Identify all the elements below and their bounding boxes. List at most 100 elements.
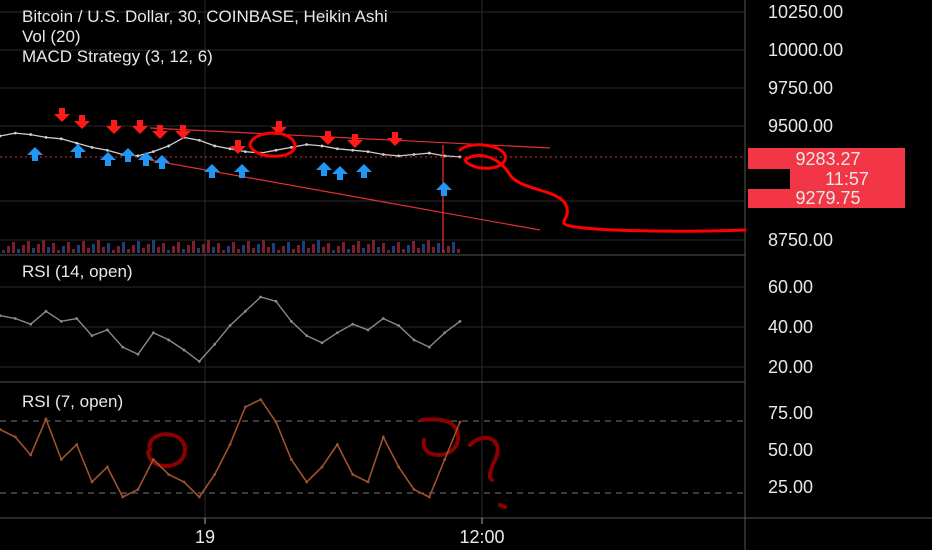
countdown-badge-text: 11:57 <box>825 169 869 189</box>
price-point <box>243 150 247 154</box>
price-point <box>381 153 385 156</box>
buy-arrow-icon <box>27 147 43 161</box>
rsi14-axis[interactable]: 60.00 40.00 20.00 <box>768 277 813 377</box>
buy-arrow-icon <box>316 162 332 176</box>
volume-bar <box>177 242 180 253</box>
volume-bar <box>457 249 460 253</box>
rsi14-point <box>136 352 140 356</box>
rsi7-point <box>381 435 385 439</box>
rsi7-point <box>29 453 33 457</box>
sell-arrow-icon <box>271 121 287 135</box>
rsi14-point <box>259 295 263 299</box>
price-point <box>29 133 33 136</box>
price-point <box>13 131 17 135</box>
volume-bar <box>47 247 50 253</box>
rsi14-point <box>443 331 447 335</box>
volume-bar <box>27 241 30 253</box>
chart-title: Bitcoin / U.S. Dollar, 30, COINBASE, Hei… <box>22 7 388 26</box>
rsi7-series-line <box>0 398 461 499</box>
price-point <box>289 145 293 149</box>
volume-bar <box>247 241 250 253</box>
volume-bar <box>217 243 220 253</box>
price-point <box>90 145 94 149</box>
price-tick: 9500.00 <box>768 116 833 136</box>
rsi14-point <box>105 328 109 332</box>
volume-bar <box>32 248 35 253</box>
rsi7-point <box>136 488 140 491</box>
price-axis[interactable]: 10250.00 10000.00 9750.00 9500.00 8750.0… <box>748 2 905 250</box>
sell-arrow-icon <box>132 120 148 134</box>
drawn-projection-path <box>458 143 747 233</box>
price-tick: 10000.00 <box>768 40 843 60</box>
price-point <box>75 141 79 145</box>
price-point <box>427 151 431 155</box>
time-axis[interactable]: 19 12:00 <box>195 518 505 547</box>
rsi7-point <box>44 417 48 421</box>
volume-bar <box>17 249 20 253</box>
rsi7-point <box>59 458 63 461</box>
rsi14-point <box>274 299 278 303</box>
rsi7-point <box>13 435 17 439</box>
volume-bar <box>67 242 70 253</box>
buy-arrow-icon <box>356 164 372 178</box>
volume-bar <box>417 248 420 253</box>
volume-bar <box>337 246 340 253</box>
price-point <box>305 143 309 146</box>
volume-bar <box>167 250 170 253</box>
strategy-signals <box>27 108 452 196</box>
drawn-circle-1 <box>248 131 297 158</box>
volume-bar <box>172 246 175 253</box>
volume-bar <box>242 245 245 253</box>
price-tick: 10250.00 <box>768 2 843 22</box>
rsi7-point <box>243 405 247 409</box>
volume-bars <box>2 240 460 253</box>
rsi14-point <box>366 328 370 332</box>
rsi7-point <box>75 443 79 446</box>
indicator-volume-label[interactable]: Vol (20) <box>22 27 81 46</box>
rsi14-point <box>320 341 324 345</box>
volume-bar <box>327 243 330 253</box>
rsi7-point <box>412 488 416 491</box>
volume-bar <box>42 240 45 253</box>
rsi7-axis[interactable]: 75.00 50.00 25.00 <box>768 403 813 497</box>
volume-bar <box>407 245 410 253</box>
volume-bar <box>187 245 190 253</box>
price-point <box>412 153 416 156</box>
price-series <box>0 131 462 159</box>
volume-bar <box>347 249 350 253</box>
rsi14-tick: 20.00 <box>768 357 813 377</box>
hand-drawings[interactable] <box>248 131 747 233</box>
volume-bar <box>147 244 150 253</box>
volume-bar <box>92 244 95 253</box>
buy-arrow-icon <box>138 152 154 166</box>
rsi7-title[interactable]: RSI (7, open) <box>22 392 123 411</box>
volume-bar <box>317 240 320 253</box>
indicator-macd-label[interactable]: MACD Strategy (3, 12, 6) <box>22 47 213 66</box>
rsi14-point <box>335 331 339 335</box>
rsi7-point <box>320 465 324 469</box>
volume-bar <box>227 246 230 253</box>
volume-bar <box>382 243 385 253</box>
rsi14-title[interactable]: RSI (14, open) <box>22 262 133 281</box>
rsi7-point <box>397 465 401 469</box>
volume-bar <box>322 247 325 253</box>
rsi7-point <box>121 495 125 499</box>
buy-arrow-icon <box>154 155 170 169</box>
price-badge <box>748 148 905 169</box>
grid <box>0 0 745 518</box>
rsi7-tick: 25.00 <box>768 477 813 497</box>
rsi14-tick: 40.00 <box>768 317 813 337</box>
volume-bar <box>372 240 375 253</box>
rsi14-point <box>427 345 431 349</box>
rsi7-point <box>351 473 355 476</box>
volume-bar <box>157 247 160 253</box>
volume-bar <box>377 247 380 253</box>
rsi7-series <box>0 398 462 499</box>
price-tick: 8750.00 <box>768 230 833 250</box>
price-point <box>335 147 339 151</box>
volume-bar <box>197 248 200 253</box>
volume-bar <box>57 250 60 253</box>
rsi14-point <box>0 314 2 318</box>
rsi14-point <box>397 324 401 328</box>
